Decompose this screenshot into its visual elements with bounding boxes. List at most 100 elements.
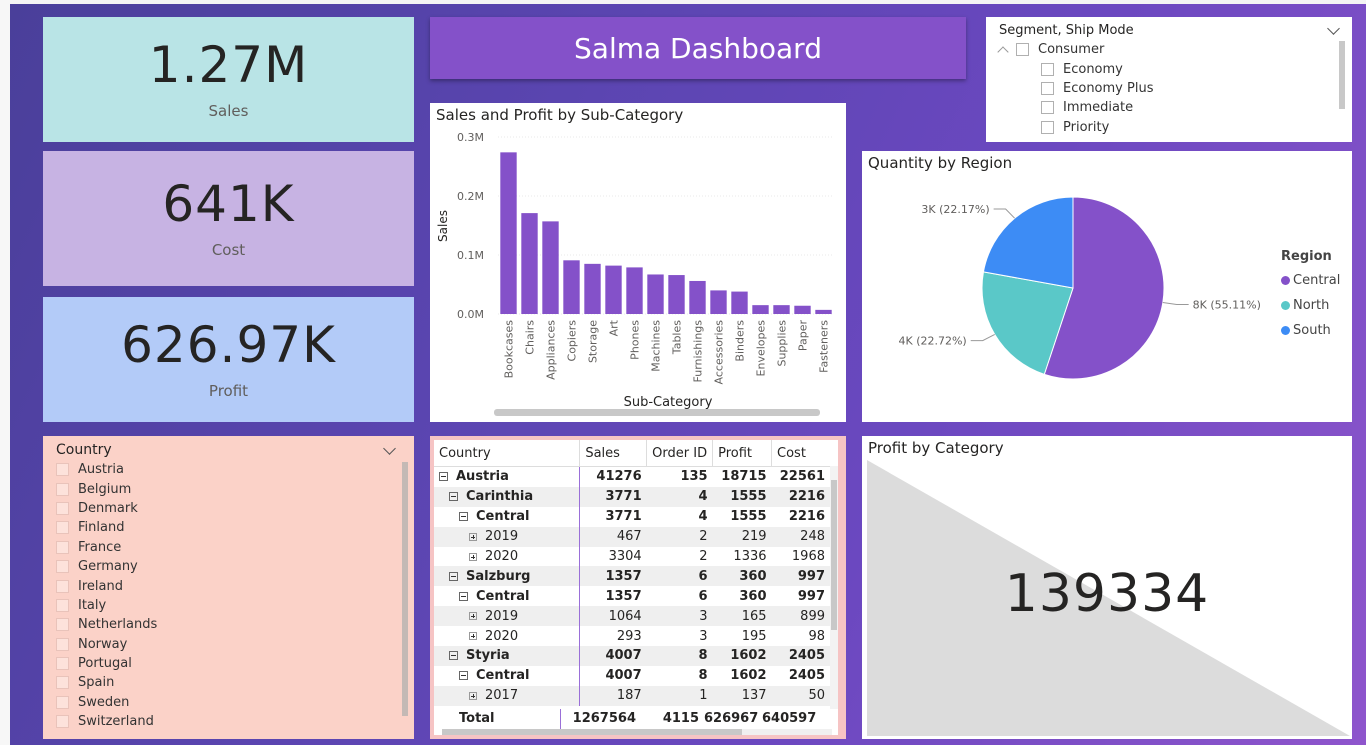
country-item-checkbox[interactable] [56,618,69,632]
country-item[interactable]: Norway [56,635,394,654]
segment-item-checkbox[interactable] [1041,62,1054,76]
bar[interactable] [668,275,685,314]
collapse-icon[interactable] [449,571,458,581]
country-item[interactable]: Switzerland [56,712,394,731]
pie-slice[interactable] [981,271,1074,375]
country-item[interactable]: Denmark [56,499,394,518]
collapse-icon[interactable] [459,512,468,522]
country-item-checkbox[interactable] [56,657,69,671]
segment-item[interactable]: Economy [1041,59,1338,78]
legend-item[interactable]: North [1281,293,1340,318]
bar[interactable] [731,291,748,314]
bar[interactable] [626,267,643,314]
country-item-checkbox[interactable] [56,637,69,651]
header-profit[interactable]: Profit [712,440,773,467]
table-row[interactable]: Styria 4007 8 1602 2405 [434,646,830,666]
country-matrix-table[interactable]: Country Sales Order ID Profit Cost Austr… [430,436,846,739]
segment-ship-mode-slicer[interactable]: Segment, Ship Mode Consumer Economy Econo… [986,17,1352,142]
country-item-checkbox[interactable] [56,463,69,477]
chevron-up-icon[interactable] [997,46,1009,58]
segment-item[interactable]: Economy Plus [1041,79,1338,98]
table-row[interactable]: 2017 187 1 137 50 [434,685,830,706]
table-row[interactable]: Central 1357 6 360 997 [434,586,830,607]
table-row[interactable]: 2019 1064 3 165 899 [434,606,830,627]
legend-item[interactable]: South [1281,318,1340,343]
segment-slicer-scrollbar[interactable] [1339,41,1345,109]
chevron-down-icon[interactable] [383,441,396,455]
bar[interactable] [794,305,811,314]
bar[interactable] [563,260,580,314]
collapse-icon[interactable] [459,671,468,681]
table-row[interactable]: 2020 293 3 195 98 [434,626,830,647]
collapse-icon[interactable] [439,472,448,482]
bar-chart-scrollbar[interactable] [494,409,820,416]
pie-slice[interactable] [982,196,1074,289]
sales-profit-subcategory-chart[interactable]: Sales and Profit by Sub-Category 0.0M 0.1… [430,103,846,422]
country-item[interactable]: Ireland [56,576,394,595]
country-item-checkbox[interactable] [56,521,69,535]
table-row[interactable]: Austria 41276 135 18715 22561 [434,466,830,487]
country-item-checkbox[interactable] [56,560,69,574]
segment-item-checkbox[interactable] [1041,81,1054,95]
table-row[interactable]: Central 4007 8 1602 2405 [434,665,830,686]
profit-by-category-card[interactable]: Profit by Category 139334 [862,436,1352,739]
bar[interactable] [500,152,517,314]
country-item-checkbox[interactable] [56,482,69,496]
country-item[interactable]: Portugal [56,654,394,673]
expand-icon[interactable] [469,612,477,621]
bar[interactable] [605,265,622,314]
cost-card[interactable]: 641K Cost [43,151,414,286]
country-item[interactable]: Belgium [56,479,394,498]
header-order-id[interactable]: Order ID [646,440,714,467]
country-item[interactable]: Netherlands [56,615,394,634]
header-sales[interactable]: Sales [579,440,648,467]
matrix-horizontal-scrollbar[interactable] [442,729,832,735]
expand-icon[interactable] [469,532,477,541]
collapse-icon[interactable] [449,651,458,661]
country-item-checkbox[interactable] [56,540,69,554]
country-item[interactable]: Germany [56,557,394,576]
country-item-checkbox[interactable] [56,695,69,709]
bar[interactable] [689,280,706,314]
country-item[interactable]: Spain [56,673,394,692]
matrix-vertical-scrollbar[interactable] [830,466,838,709]
country-item[interactable]: France [56,538,394,557]
country-item[interactable]: Sweden [56,693,394,712]
bar[interactable] [521,213,538,314]
segment-item[interactable]: Priority [1041,118,1338,137]
bar[interactable] [542,221,559,314]
segment-item-checkbox[interactable] [1041,101,1054,115]
bar[interactable] [710,290,727,314]
country-slicer-scrollbar[interactable] [402,462,408,716]
country-item[interactable]: Finland [56,518,394,537]
table-row[interactable]: 2020 3304 2 1336 1968 [434,546,830,567]
sales-card[interactable]: 1.27M Sales [43,17,414,142]
country-item-checkbox[interactable] [56,579,69,593]
table-row[interactable]: Central 3771 4 1555 2216 [434,506,830,527]
profit-card[interactable]: 626.97K Profit [43,297,414,422]
expand-icon[interactable] [469,691,477,700]
country-item[interactable]: Italy [56,596,394,615]
country-slicer[interactable]: Country Austria Belgium Denmark Finland Fran… [43,436,414,739]
table-row[interactable]: Salzburg 1357 6 360 997 [434,566,830,587]
country-item[interactable]: Austria [56,460,394,479]
table-row[interactable]: Carinthia 3771 4 1555 2216 [434,486,830,507]
segment-item[interactable]: Immediate [1041,98,1338,117]
bar[interactable] [647,274,664,314]
legend-item[interactable]: Central [1281,268,1340,293]
country-item-checkbox[interactable] [56,598,69,612]
bar[interactable] [773,305,790,314]
consumer-checkbox[interactable] [1016,43,1029,57]
header-country[interactable]: Country [434,440,581,467]
expand-icon[interactable] [469,632,477,641]
header-cost[interactable]: Cost [771,440,830,467]
pie-slice[interactable] [1043,196,1165,380]
expand-icon[interactable] [469,552,477,561]
chevron-down-icon[interactable] [1327,22,1340,35]
segment-item-checkbox[interactable] [1041,120,1054,134]
collapse-icon[interactable] [449,492,458,502]
country-item-checkbox[interactable] [56,676,69,690]
bar[interactable] [584,263,601,314]
collapse-icon[interactable] [459,591,468,601]
country-item-checkbox[interactable] [56,715,69,729]
